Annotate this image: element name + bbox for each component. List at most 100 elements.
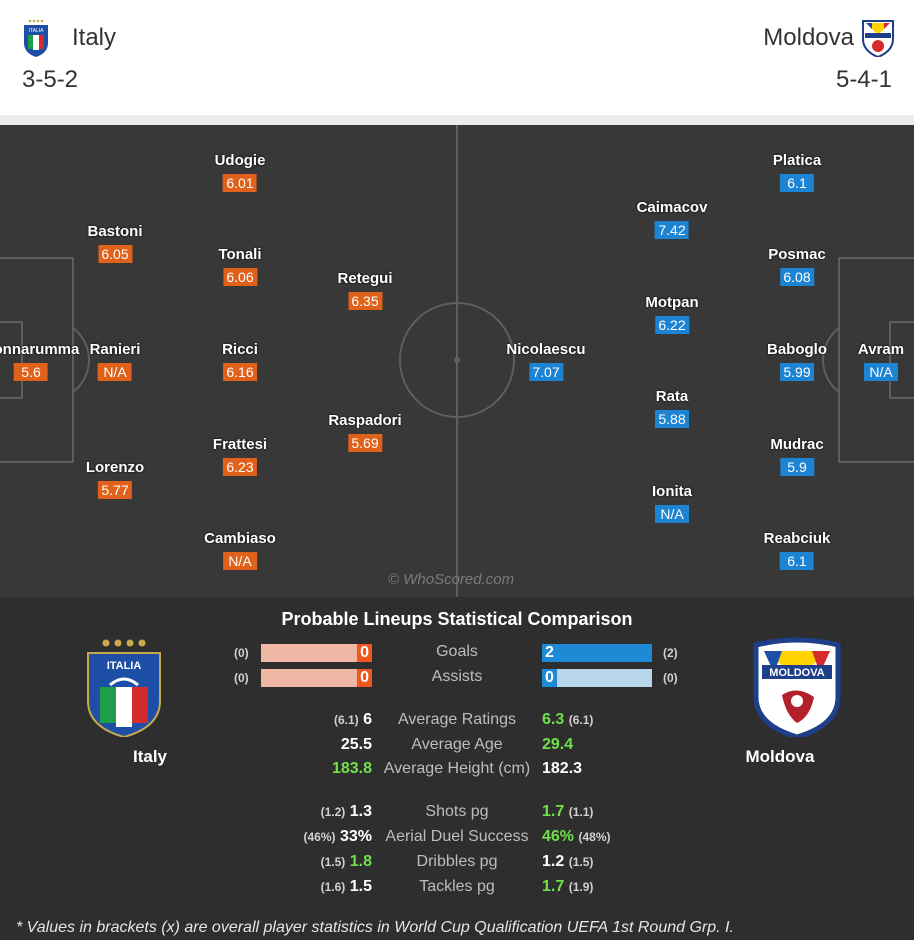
- svg-text:MOLDOVA: MOLDOVA: [769, 667, 824, 679]
- stat-row-aerial: (46%) 33% Aerial Duel Success 46% (48%): [0, 826, 914, 848]
- stat-label: Average Height (cm): [383, 760, 531, 777]
- player-rating: 6.05: [97, 245, 132, 263]
- player-nicolaescu[interactable]: Nicolaescu 7.07: [506, 341, 586, 382]
- player-rating: 5.6: [14, 363, 48, 381]
- player-ranieri[interactable]: Ranieri N/A: [89, 341, 141, 382]
- player-ricci[interactable]: Ricci 6.16: [222, 341, 258, 382]
- player-rating: N/A: [655, 505, 689, 523]
- away-value: 1.7 (1.1): [542, 803, 594, 820]
- player-rating: 5.99: [780, 363, 814, 381]
- player-name: Nicolaescu: [506, 341, 586, 358]
- player-posmac[interactable]: Posmac 6.08: [768, 246, 826, 287]
- away-formation: 5-4-1: [835, 66, 892, 93]
- player-name: Udogie: [214, 152, 266, 169]
- player-rating: 6.08: [779, 268, 814, 286]
- stat-row-average-age: 25.5 Average Age 29.4: [0, 734, 914, 756]
- home-bracket: (0): [234, 646, 249, 660]
- stat-label: Shots pg: [425, 803, 489, 820]
- home-value: (1.2) 1.3: [320, 803, 372, 820]
- stat-row-average-height: 183.8 Average Height (cm) 182.3: [0, 758, 914, 780]
- player-rating: 6.1: [780, 174, 814, 192]
- match-header: ITALIA Italy 3-5-2 Moldova 5-4-1: [0, 0, 914, 115]
- home-value: 0: [357, 644, 372, 662]
- home-formation: 3-5-2: [22, 66, 79, 93]
- player-name: Posmac: [768, 246, 826, 263]
- away-value: 46% (48%): [542, 828, 611, 845]
- player-rating: 6.01: [223, 174, 257, 192]
- moldova-badge-icon: MOLDOVA: [753, 637, 841, 737]
- player-name: Donnarumma: [0, 341, 80, 358]
- stat-row-average-ratings: (6.1) 6 Average Ratings 6.3 (6.1): [0, 709, 914, 731]
- player-name: Baboglo: [767, 341, 827, 358]
- player-mudrac[interactable]: Mudrac 5.9: [770, 436, 824, 477]
- home-bar: [261, 669, 371, 687]
- player-reabciuk[interactable]: Reabciuk 6.1: [764, 530, 830, 571]
- stat-row-assists: (0) 0 Assists 0 (0): [0, 666, 914, 688]
- header-divider: [0, 115, 914, 125]
- player-frattesi[interactable]: Frattesi 6.23: [213, 436, 267, 477]
- player-avram[interactable]: Avram N/A: [858, 341, 904, 382]
- player-lorenzo[interactable]: Lorenzo 5.77: [86, 459, 144, 500]
- pitch: Donnarumma 5.6 Bastoni 6.05 Ranieri N/A …: [0, 125, 914, 597]
- away-value: 1.2 (1.5): [542, 853, 594, 870]
- stat-row-tackles: (1.6) 1.5 Tackles pg 1.7 (1.9): [0, 876, 914, 898]
- player-udogie[interactable]: Udogie 6.01: [214, 152, 266, 193]
- stat-row-dribbles: (1.5) 1.8 Dribbles pg 1.2 (1.5): [0, 851, 914, 873]
- player-bastoni[interactable]: Bastoni 6.05: [87, 223, 143, 264]
- player-tonali[interactable]: Tonali 6.06: [218, 246, 262, 287]
- home-team-name[interactable]: Italy: [72, 24, 117, 51]
- stat-label: Average Age: [411, 736, 503, 753]
- stat-label: Aerial Duel Success: [385, 828, 529, 845]
- stat-row-shots: (1.2) 1.3 Shots pg 1.7 (1.1): [0, 801, 914, 823]
- italy-crest-icon: ITALIA: [24, 19, 48, 57]
- player-rating: 6.23: [223, 458, 257, 476]
- player-name: Motpan: [645, 294, 699, 311]
- player-name: Ranieri: [89, 341, 141, 358]
- home-bracket: (0): [234, 671, 249, 685]
- away-team-name[interactable]: Moldova: [763, 24, 854, 51]
- player-caimacov[interactable]: Caimacov 7.42: [636, 199, 708, 240]
- player-rating: 7.07: [529, 363, 563, 381]
- player-ionita[interactable]: Ionita N/A: [652, 483, 692, 524]
- svg-text:ITALIA: ITALIA: [107, 660, 142, 672]
- pitch-lines: [0, 125, 914, 597]
- home-value: (1.6) 1.5: [320, 878, 372, 895]
- player-rating: N/A: [222, 552, 257, 570]
- away-value: 1.7 (1.9): [542, 878, 594, 895]
- player-rata[interactable]: Rata 5.88: [655, 388, 689, 429]
- player-rating: 5.9: [780, 458, 814, 476]
- home-value: 0: [357, 669, 372, 687]
- player-name: Bastoni: [87, 223, 143, 240]
- player-rating: 7.42: [655, 221, 689, 239]
- player-baboglo[interactable]: Baboglo 5.99: [767, 341, 827, 382]
- player-name: Platica: [772, 152, 822, 169]
- home-team-label: Italy: [132, 747, 168, 766]
- player-name: Lorenzo: [85, 459, 145, 476]
- home-value: 183.8: [331, 760, 372, 777]
- stats-title: Probable Lineups Statistical Comparison: [281, 609, 633, 629]
- stats-comparison: Probable Lineups Statistical Comparison …: [0, 597, 914, 940]
- away-bar-fill: [542, 644, 652, 662]
- player-raspadori[interactable]: Raspadori 5.69: [328, 412, 402, 453]
- home-bar: [261, 644, 371, 662]
- player-rating: 5.69: [347, 434, 382, 452]
- stat-label: Dribbles pg: [416, 853, 498, 870]
- player-name: Tonali: [218, 246, 262, 263]
- stat-label: Goals: [436, 643, 478, 660]
- player-name: Caimacov: [636, 199, 708, 216]
- player-motpan[interactable]: Motpan 6.22: [645, 294, 699, 335]
- player-name: Avram: [857, 341, 905, 358]
- player-rating: N/A: [97, 363, 132, 381]
- player-rating: 5.77: [98, 481, 132, 499]
- stat-label: Average Ratings: [398, 711, 516, 728]
- player-rating: 6.22: [654, 316, 689, 334]
- player-platica[interactable]: Platica 6.1: [773, 152, 821, 193]
- player-retegui[interactable]: Retegui 6.35: [337, 270, 393, 311]
- player-cambiaso[interactable]: Cambiaso N/A: [204, 530, 276, 571]
- player-rating: N/A: [863, 363, 898, 381]
- player-donnarumma[interactable]: Donnarumma 5.6: [0, 341, 79, 382]
- player-rating: 6.16: [222, 363, 257, 381]
- stat-label: Assists: [431, 668, 483, 685]
- player-name: Mudrac: [770, 436, 824, 453]
- player-rating: 5.88: [655, 410, 689, 428]
